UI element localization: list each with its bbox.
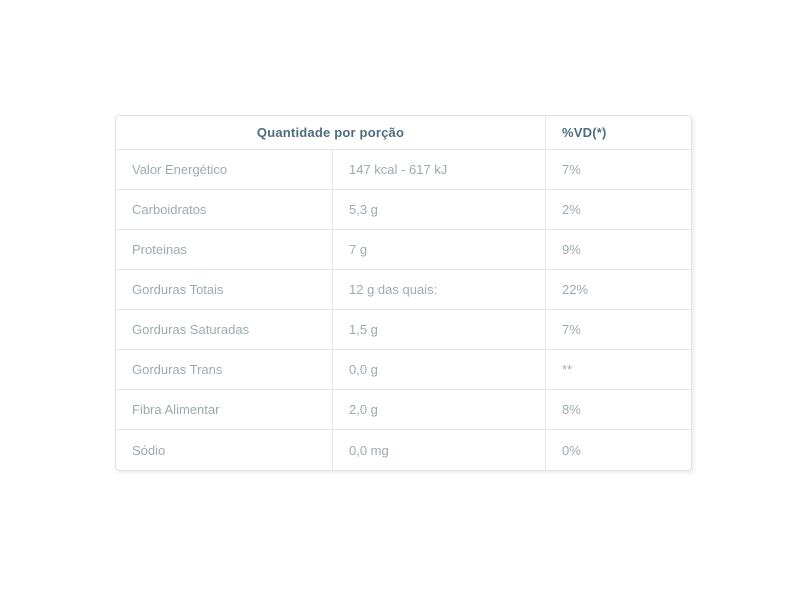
nutrient-name: Gorduras Saturadas xyxy=(116,310,333,350)
nutrition-table: Quantidade por porção %VD(*) Valor Energ… xyxy=(115,115,692,471)
nutrient-name: Carboidratos xyxy=(116,190,333,230)
column-header-quantity-per-serving: Quantidade por porção xyxy=(116,116,546,150)
nutrient-name: Gorduras Trans xyxy=(116,350,333,390)
nutrient-daily-value: ** xyxy=(546,350,691,390)
nutrient-amount: 7 g xyxy=(333,230,546,270)
nutrient-daily-value: 9% xyxy=(546,230,691,270)
table-body: Valor Energético 147 kcal - 617 kJ 7% Ca… xyxy=(116,150,691,470)
table-row: Fibra Alimentar 2,0 g 8% xyxy=(116,390,691,430)
nutrient-name: Gorduras Totais xyxy=(116,270,333,310)
table-row: Gorduras Trans 0,0 g ** xyxy=(116,350,691,390)
header-row: Quantidade por porção %VD(*) xyxy=(116,116,691,150)
table-row: Sódio 0,0 mg 0% xyxy=(116,430,691,470)
nutrient-amount: 147 kcal - 617 kJ xyxy=(333,150,546,190)
nutrient-daily-value: 7% xyxy=(546,150,691,190)
nutrient-daily-value: 8% xyxy=(546,390,691,430)
nutrient-daily-value: 2% xyxy=(546,190,691,230)
nutrient-name: Sódio xyxy=(116,430,333,470)
nutrient-amount: 2,0 g xyxy=(333,390,546,430)
nutrient-daily-value: 7% xyxy=(546,310,691,350)
nutrient-daily-value: 22% xyxy=(546,270,691,310)
nutrition-facts-panel: Quantidade por porção %VD(*) Valor Energ… xyxy=(115,115,692,471)
table-row: Gorduras Saturadas 1,5 g 7% xyxy=(116,310,691,350)
nutrient-name: Valor Energético xyxy=(116,150,333,190)
nutrient-name: Proteinas xyxy=(116,230,333,270)
nutrient-amount: 0,0 g xyxy=(333,350,546,390)
nutrient-amount: 1,5 g xyxy=(333,310,546,350)
nutrient-amount: 12 g das quais: xyxy=(333,270,546,310)
nutrient-daily-value: 0% xyxy=(546,430,691,470)
column-header-daily-value: %VD(*) xyxy=(546,116,691,150)
table-row: Valor Energético 147 kcal - 617 kJ 7% xyxy=(116,150,691,190)
table-row: Carboidratos 5,3 g 2% xyxy=(116,190,691,230)
table-row: Gorduras Totais 12 g das quais: 22% xyxy=(116,270,691,310)
table-header: Quantidade por porção %VD(*) xyxy=(116,116,691,150)
table-row: Proteinas 7 g 9% xyxy=(116,230,691,270)
nutrient-name: Fibra Alimentar xyxy=(116,390,333,430)
nutrient-amount: 0,0 mg xyxy=(333,430,546,470)
nutrient-amount: 5,3 g xyxy=(333,190,546,230)
